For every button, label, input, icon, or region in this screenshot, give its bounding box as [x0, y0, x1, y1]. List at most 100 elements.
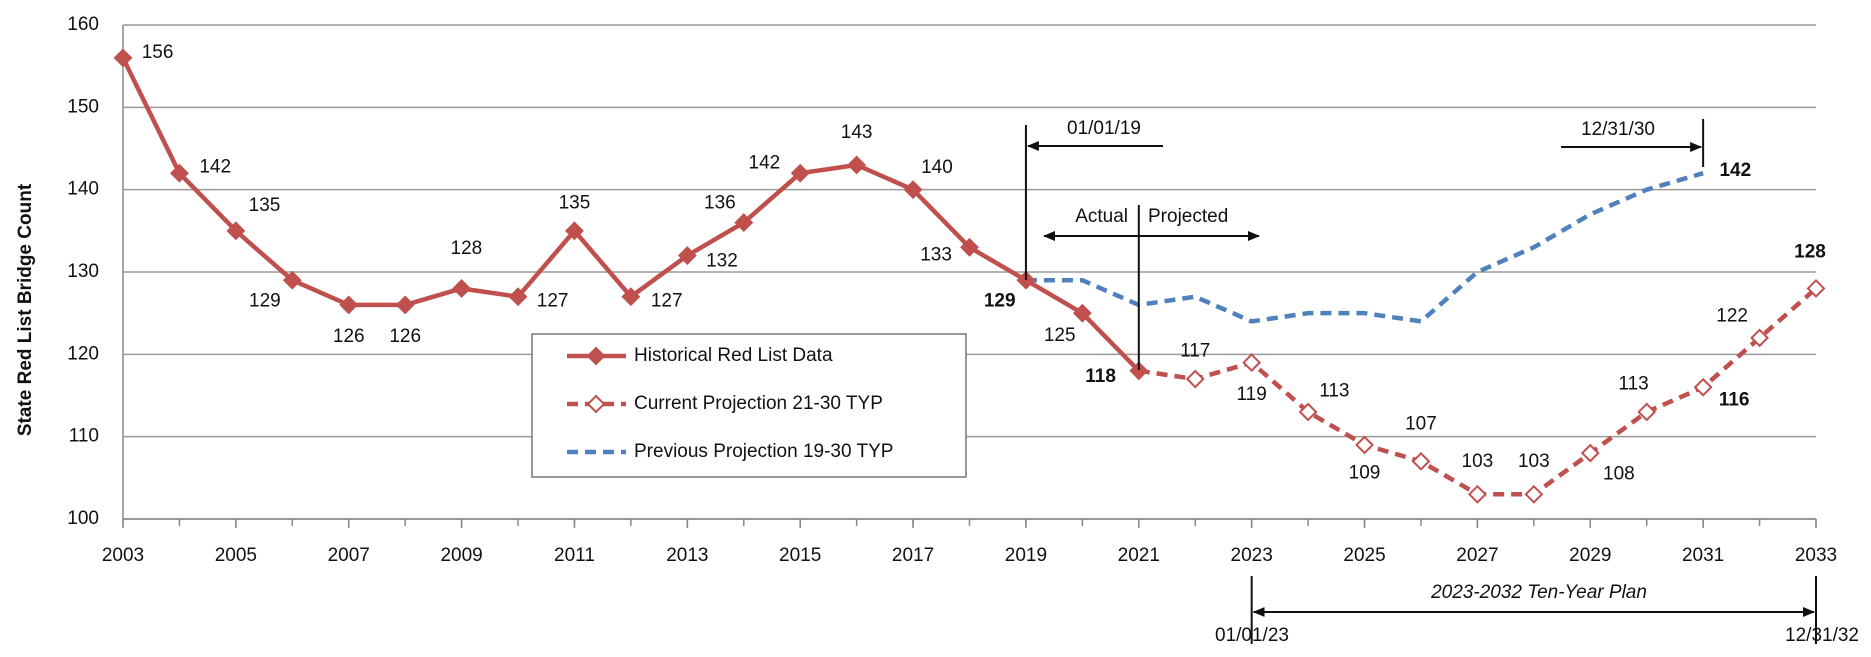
- data-point: [226, 221, 246, 241]
- data-point: [621, 287, 641, 307]
- x-tick-label: 2009: [440, 545, 482, 566]
- annotation: 01/01/23: [1215, 625, 1289, 646]
- annotation: Actual: [1075, 206, 1128, 227]
- data-point: [1411, 451, 1431, 471]
- annotation: 01/01/19: [1067, 118, 1141, 139]
- data-point: [170, 163, 189, 183]
- data-point: [339, 295, 359, 315]
- x-tick-label: 2015: [779, 545, 821, 566]
- data-label: 135: [249, 195, 281, 216]
- x-tick-label: 2033: [1795, 545, 1837, 566]
- data-point: [960, 237, 979, 257]
- data-label: 126: [333, 326, 365, 347]
- data-point: [847, 155, 867, 175]
- x-tick-label: 2021: [1118, 545, 1160, 566]
- data-label: 142: [749, 153, 781, 174]
- x-tick-label: 2017: [892, 545, 934, 566]
- data-label: 116: [1719, 389, 1750, 410]
- data-label: 118: [1085, 366, 1116, 387]
- series-line: [1025, 171, 1704, 324]
- y-tick-label: 140: [67, 179, 99, 200]
- annotation: 12/31/30: [1581, 119, 1655, 140]
- x-tick-label: 2029: [1569, 545, 1611, 566]
- data-label: 119: [1237, 384, 1267, 405]
- data-point: [565, 221, 584, 241]
- data-point: [1750, 328, 1769, 348]
- y-tick-label: 110: [69, 426, 99, 447]
- data-label: 142: [1719, 160, 1751, 181]
- data-label: 129: [249, 291, 281, 312]
- data-label: 117: [1180, 341, 1210, 362]
- x-tick-label: 2023: [1231, 545, 1273, 566]
- data-label: 129: [984, 291, 1016, 312]
- data-label: 136: [704, 193, 736, 214]
- y-tick-label: 100: [67, 508, 99, 529]
- data-point: [903, 180, 923, 200]
- data-point: [1693, 377, 1713, 397]
- legend-label: Current Projection 21-30 TYP: [634, 393, 883, 414]
- data-point: [734, 213, 754, 233]
- data-point: [790, 163, 810, 183]
- x-tick-label: 2011: [554, 545, 595, 566]
- data-label: 109: [1349, 463, 1381, 484]
- data-label: 140: [921, 157, 953, 178]
- data-point: [395, 295, 415, 315]
- data-point: [508, 287, 528, 307]
- data-label: 142: [199, 156, 231, 177]
- data-point: [282, 270, 302, 290]
- data-label: 127: [651, 290, 683, 311]
- x-tick-label: 2007: [328, 545, 370, 566]
- data-label: 128: [1794, 242, 1826, 263]
- annotation: 2023-2032 Ten-Year Plan: [1430, 582, 1647, 603]
- data-label: 125: [1044, 325, 1076, 346]
- data-label: 113: [1618, 374, 1648, 395]
- data-label: 127: [537, 290, 569, 311]
- x-tick-label: 2003: [102, 545, 144, 566]
- y-tick-label: 160: [67, 14, 99, 35]
- data-point: [1072, 303, 1092, 323]
- x-tick-label: 2025: [1343, 545, 1385, 566]
- data-point: [1467, 484, 1487, 504]
- annotation: 12/31/32: [1785, 625, 1859, 646]
- data-point: [1637, 402, 1657, 422]
- data-label: 128: [451, 238, 483, 259]
- data-point: [452, 279, 472, 298]
- data-label: 126: [389, 326, 421, 347]
- x-tick-label: 2031: [1682, 545, 1724, 566]
- legend-marker: [586, 346, 606, 366]
- data-point: [677, 246, 697, 265]
- data-label: 103: [1462, 451, 1494, 472]
- data-point: [1806, 279, 1826, 298]
- y-tick-label: 150: [67, 96, 99, 117]
- data-point: [1580, 443, 1600, 463]
- legend-label: Historical Red List Data: [634, 345, 833, 366]
- data-point: [1242, 353, 1262, 372]
- annotation: Projected: [1148, 206, 1228, 227]
- data-point: [1185, 369, 1205, 389]
- legend-label: Previous Projection 19-30 TYP: [634, 441, 893, 462]
- data-point: [1129, 361, 1149, 381]
- data-label: 156: [142, 42, 174, 63]
- data-label: 108: [1603, 464, 1635, 485]
- data-label: 132: [706, 251, 738, 272]
- data-point: [1298, 402, 1318, 422]
- data-label: 122: [1716, 305, 1748, 326]
- y-tick-label: 130: [67, 261, 99, 282]
- data-label: 135: [559, 192, 591, 213]
- data-point: [1355, 435, 1374, 455]
- data-label: 143: [841, 122, 873, 143]
- x-tick-label: 2027: [1456, 545, 1498, 566]
- data-point: [1524, 484, 1544, 504]
- legend-marker: [586, 394, 606, 414]
- data-label: 103: [1518, 451, 1550, 472]
- data-point: [1016, 270, 1036, 290]
- x-tick-label: 2005: [215, 545, 257, 566]
- x-tick-label: 2013: [666, 545, 708, 566]
- y-axis-label: State Red List Bridge Count: [15, 183, 36, 436]
- data-label: 133: [920, 245, 952, 266]
- data-point: [113, 48, 133, 68]
- data-label: 107: [1405, 413, 1437, 434]
- y-tick-label: 120: [67, 343, 99, 364]
- data-label: 113: [1319, 381, 1349, 402]
